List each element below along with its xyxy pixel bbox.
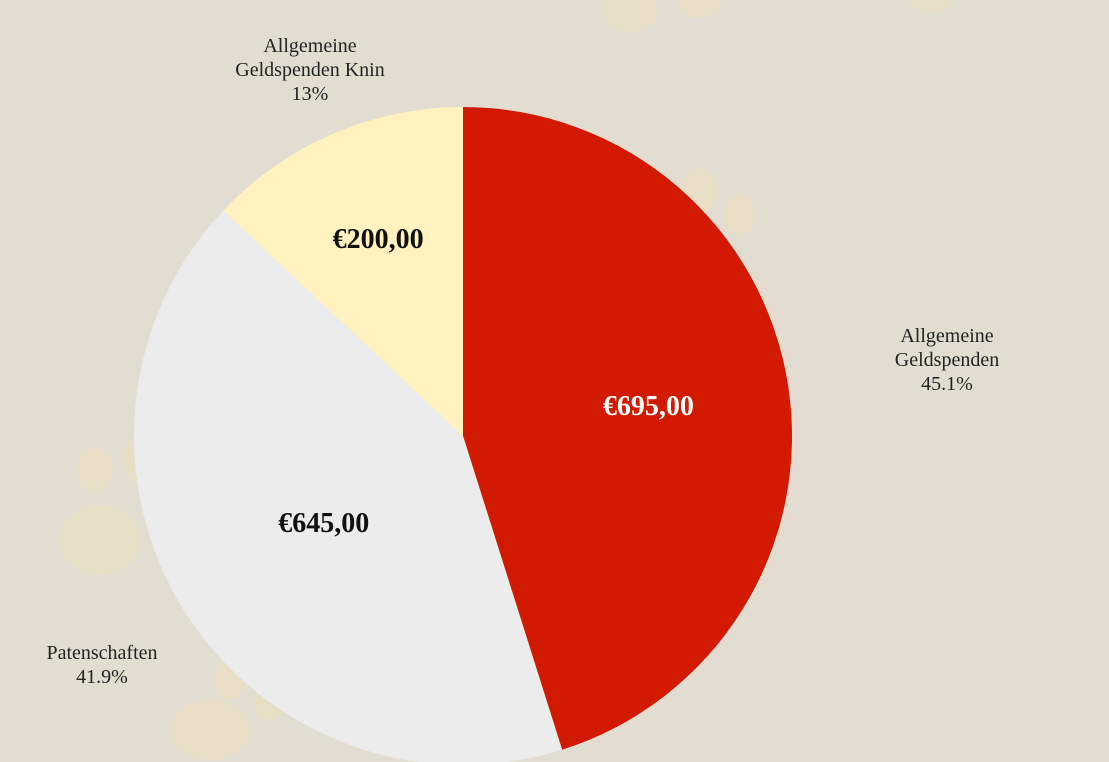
- value-label: €200,00: [332, 223, 424, 255]
- value-label: €645,00: [278, 507, 370, 539]
- slice-label: Allgemeine Geldspenden Knin 13%: [225, 34, 395, 106]
- value-label: €695,00: [602, 391, 694, 423]
- category-label: Allgemeine Geldspenden Knin: [235, 35, 385, 81]
- share-label: 41.9%: [76, 666, 128, 688]
- pie-slice: [463, 107, 792, 750]
- slice-label: Patenschaften 41.9%: [46, 641, 157, 689]
- category-label: Allgemeine Geldspenden: [894, 325, 1000, 371]
- slice-label: Allgemeine Geldspenden 45.1%: [866, 324, 1028, 396]
- pie-slice: [223, 107, 463, 436]
- share-label: 45.1%: [921, 373, 973, 395]
- share-label: 13%: [291, 83, 329, 105]
- pie-slice: [134, 210, 563, 762]
- category-label: Patenschaften: [46, 642, 158, 664]
